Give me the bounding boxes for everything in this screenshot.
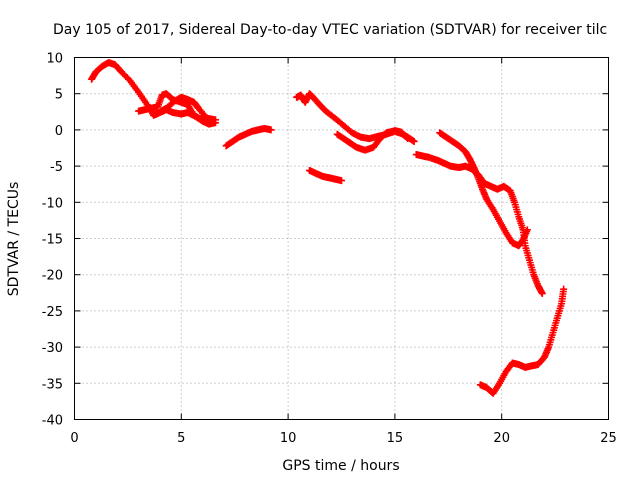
chart-title: Day 105 of 2017, Sidereal Day-to-day VTE… [53, 22, 607, 38]
data-point [560, 285, 568, 293]
y-tick-label: -10 [42, 196, 63, 211]
data-point [403, 134, 411, 142]
y-tick-label: 10 [46, 52, 63, 67]
series-arc-5 [293, 90, 418, 145]
y-tick-label: -30 [42, 341, 63, 356]
series-arc-3 [156, 93, 219, 124]
x-tick-labels: 0 5 10 15 20 25 [70, 431, 616, 446]
y-tick-label: 5 [55, 88, 63, 103]
x-tick-label: 25 [600, 431, 617, 446]
y-tick-label: 0 [55, 124, 63, 139]
y-tick-label: -15 [42, 233, 63, 248]
x-axis-label: GPS time / hours [282, 458, 399, 474]
data-series [88, 59, 568, 397]
x-tick-label: 10 [280, 431, 297, 446]
data-point [211, 116, 219, 124]
y-tick-label: -40 [42, 414, 63, 429]
data-point [404, 135, 412, 143]
series-arc-9 [436, 129, 531, 250]
axis-ticks [74, 57, 609, 420]
y-tick-label: -5 [50, 160, 63, 175]
x-tick-label: 0 [70, 431, 78, 446]
series-arc-8 [412, 151, 546, 298]
y-tick-label: -35 [42, 377, 63, 392]
series-arc-2 [135, 90, 213, 127]
series-arc-10 [476, 285, 568, 397]
data-point [338, 177, 345, 185]
x-tick-label: 20 [493, 431, 510, 446]
data-point [267, 126, 275, 134]
data-point [538, 290, 546, 298]
data-point [410, 137, 418, 145]
data-point [523, 226, 531, 234]
series-arc-4 [222, 124, 275, 150]
grid [74, 57, 609, 420]
y-tick-label: -25 [42, 305, 63, 320]
series-arc-6 [333, 127, 412, 154]
y-tick-labels: 10 5 0 -5 -10 -15 -20 -25 -30 -35 -40 [42, 52, 63, 429]
x-tick-label: 5 [177, 431, 185, 446]
series-arc-7 [305, 166, 345, 185]
y-axis-label: SDTVAR / TECUs [6, 182, 22, 297]
x-tick-label: 15 [387, 431, 404, 446]
y-tick-label: -20 [42, 269, 63, 284]
